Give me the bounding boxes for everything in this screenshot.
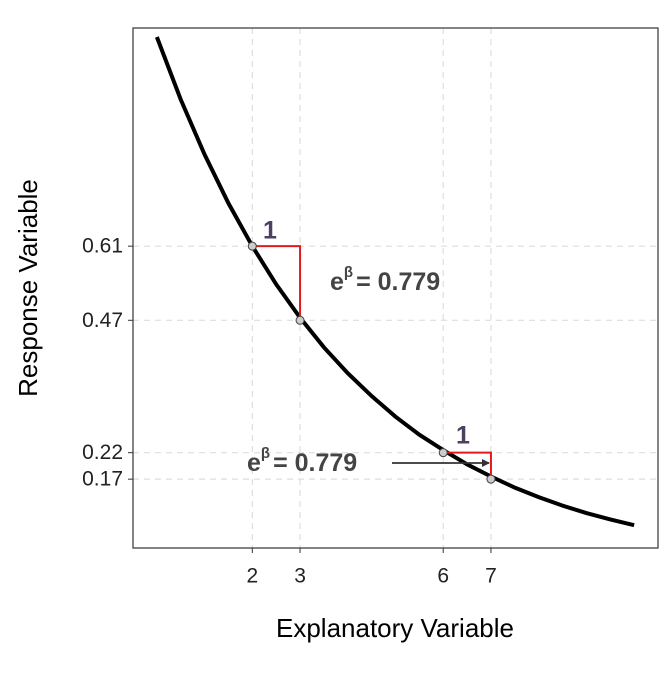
annotation-sup: β (344, 264, 353, 281)
point (295, 315, 305, 325)
point (486, 474, 496, 484)
annotation-sup: β (261, 445, 270, 462)
x-axis-title: Explanatory Variable (276, 613, 514, 643)
run-label: 1 (263, 217, 277, 245)
annotation: eβ = 0.779 (330, 264, 440, 296)
annotation-base: e (330, 268, 344, 296)
x-tick-label: 3 (294, 565, 306, 588)
plot-border (132, 27, 659, 549)
curve (154, 36, 635, 528)
point (247, 241, 257, 251)
x-tick-label: 7 (485, 565, 497, 588)
x-tick-label: 2 (246, 565, 258, 588)
y-tick-label: 0.22 (82, 441, 123, 464)
annotation: eβ = 0.779 (247, 445, 357, 477)
step-guide (252, 245, 302, 321)
annotation-text: = 0.779 (356, 268, 440, 296)
step-guide (443, 451, 492, 480)
annotation-text: = 0.779 (273, 449, 357, 477)
y-tick-label: 0.47 (82, 309, 123, 332)
annotation-base: e (247, 449, 261, 477)
y-axis-title: Response Variable (13, 179, 43, 397)
point (438, 448, 448, 458)
y-tick-label: 0.17 (82, 468, 123, 491)
run-label: 1 (456, 422, 470, 450)
x-tick-label: 6 (437, 565, 449, 588)
y-tick-label: 0.61 (82, 235, 123, 258)
